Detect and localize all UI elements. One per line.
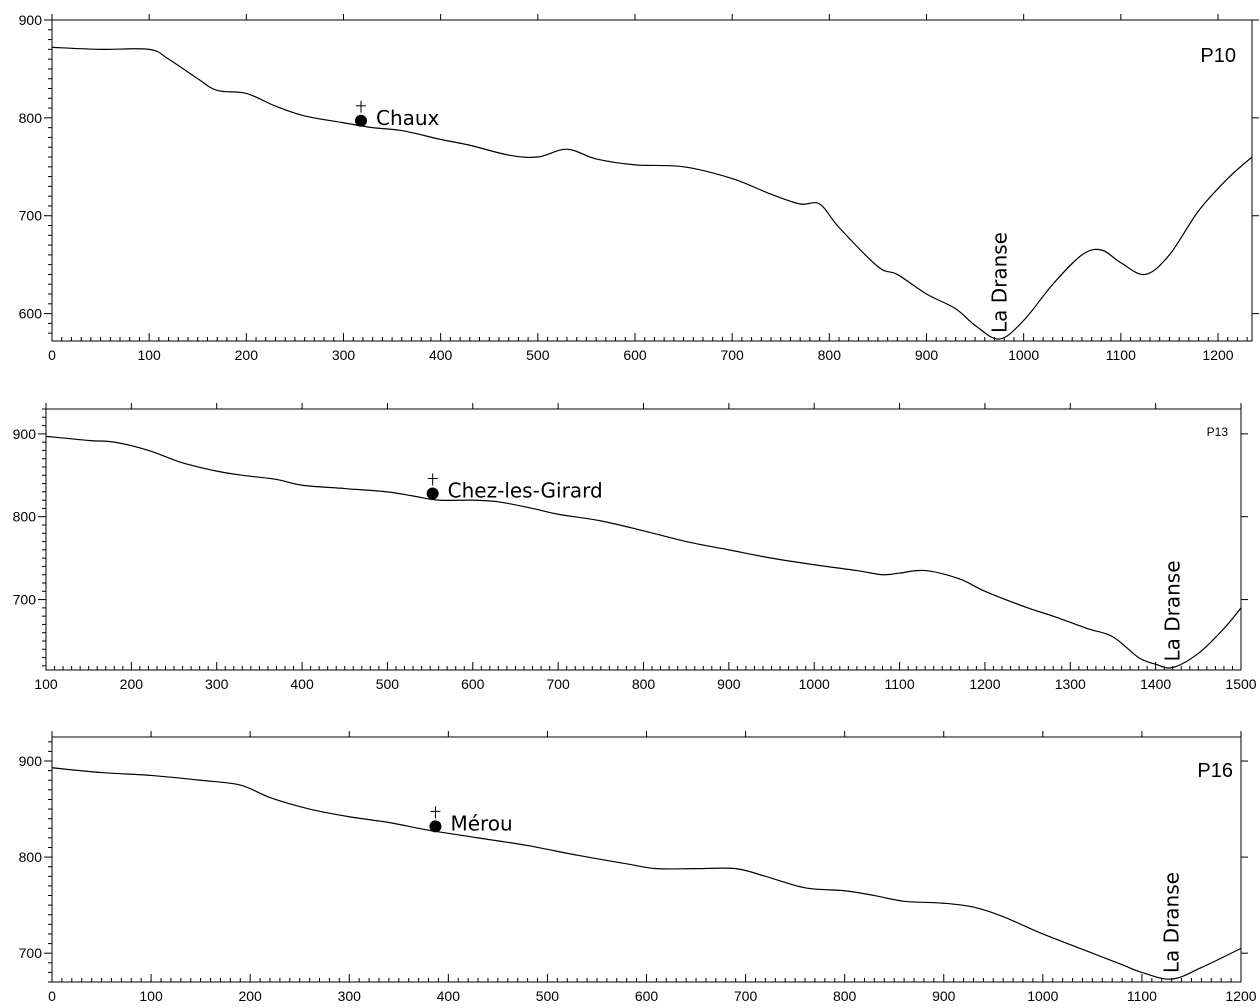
x-tick-label: 300 (205, 676, 229, 692)
x-tick-label: 1000 (1008, 347, 1039, 363)
village-dot-marker (354, 114, 367, 127)
x-tick-label: 400 (437, 988, 461, 1004)
village-label: Chaux (376, 106, 440, 130)
y-tick-label: 900 (19, 12, 43, 28)
river-label: La Dranse (1160, 872, 1184, 973)
x-tick-label: 200 (238, 988, 262, 1004)
x-tick-label: 800 (632, 676, 656, 692)
x-tick-label: 100 (34, 676, 58, 692)
x-tick-label: 200 (235, 347, 259, 363)
x-tick-label: 900 (915, 347, 939, 363)
x-tick-label: 600 (623, 347, 647, 363)
x-tick-label: 900 (932, 988, 956, 1004)
y-tick-label: 900 (19, 753, 43, 769)
x-tick-label: 800 (833, 988, 857, 1004)
x-tick-label: 1100 (885, 676, 915, 692)
x-tick-label: 1200 (969, 676, 1000, 692)
village-label: Mérou (450, 811, 512, 835)
x-tick-label: 1300 (1055, 676, 1086, 692)
x-tick-label: 700 (734, 988, 758, 1004)
profile-id-label: P10 (1200, 45, 1236, 67)
x-tick-label: 700 (546, 676, 570, 692)
y-tick-label: 700 (19, 208, 43, 224)
y-tick-label: 700 (19, 945, 43, 961)
y-tick-label: 600 (19, 306, 43, 322)
x-tick-label: 0 (48, 347, 56, 363)
x-tick-label: 500 (536, 988, 560, 1004)
plot-frame (45, 408, 1242, 671)
y-tick-label: 900 (13, 426, 37, 442)
x-tick-label: 1200 (1202, 347, 1233, 363)
x-tick-label: 700 (720, 347, 744, 363)
x-tick-label: 400 (290, 676, 314, 692)
x-tick-label: 1400 (1140, 676, 1171, 692)
x-tick-label: 600 (461, 676, 485, 692)
x-tick-label: 600 (635, 988, 659, 1004)
x-tick-label: 1000 (799, 676, 830, 692)
x-tick-label: 1100 (1127, 988, 1157, 1004)
x-tick-label: 100 (139, 988, 163, 1004)
x-tick-label: 0 (48, 988, 56, 1004)
x-tick-label: 1000 (1027, 988, 1058, 1004)
river-label: La Dranse (1161, 560, 1185, 661)
river-label: La Dranse (987, 232, 1011, 333)
terrain-profile-line (51, 767, 1242, 980)
x-tick-label: 300 (338, 988, 362, 1004)
x-tick-label: 900 (717, 676, 741, 692)
profile-panel-P13: 100 200 300 400 500 600 700 800 900 1000 1100 1200 1… (13, 403, 1257, 692)
x-tick-label: 100 (137, 347, 161, 363)
x-tick-label: 1100 (1106, 347, 1136, 363)
plot-frame (51, 736, 1242, 983)
x-tick-label: 300 (332, 347, 356, 363)
plot-frame (51, 19, 1253, 342)
x-tick-label: 500 (526, 347, 550, 363)
profile-panel-P16: 0 100 200 300 400 500 600 700 800 900 1000 1100 1200… (19, 731, 1257, 1004)
y-tick-label: 800 (13, 509, 37, 525)
x-tick-label: 400 (429, 347, 453, 363)
profile-id-label: P16 (1197, 760, 1233, 782)
x-tick-label: 800 (818, 347, 842, 363)
y-tick-label: 700 (13, 592, 37, 608)
terrain-profile-line (45, 435, 1242, 669)
y-tick-label: 800 (19, 849, 43, 865)
x-tick-label: 500 (376, 676, 400, 692)
x-tick-label: 1200 (1225, 988, 1256, 1004)
terrain-profile-line (51, 46, 1253, 340)
village-dot-marker (429, 820, 442, 833)
x-tick-label: 200 (120, 676, 144, 692)
village-dot-marker (426, 487, 439, 500)
profile-panel-P10: 0 100 200 300 400 500 600 700 800 900 1000 1100 1200… (19, 12, 1259, 363)
x-tick-label: 1500 (1225, 676, 1256, 692)
village-label: Chez-les-Girard (448, 479, 603, 503)
y-tick-label: 800 (19, 110, 43, 126)
profile-id-label: P13 (1207, 425, 1229, 439)
